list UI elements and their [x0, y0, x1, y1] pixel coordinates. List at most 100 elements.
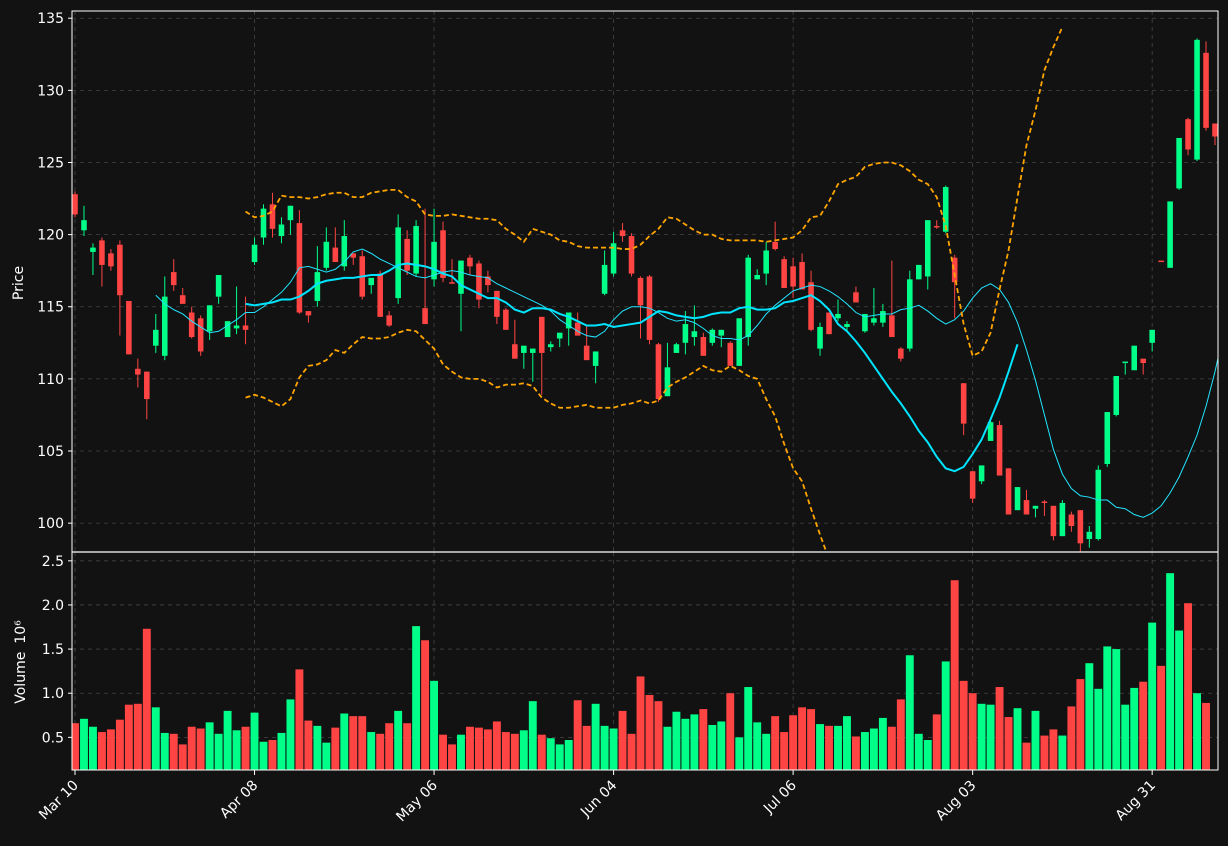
candle-body-up — [215, 275, 222, 297]
volume-bar-up — [1013, 708, 1022, 770]
volume-bar-down — [106, 729, 115, 770]
candle-body-down — [467, 257, 473, 267]
price-tick-label: 120 — [37, 228, 64, 244]
volume-axis-label-text: Volume — [13, 652, 29, 704]
candle-body-down — [960, 383, 967, 424]
volume-bar-down — [115, 719, 124, 770]
candle-body-down — [655, 344, 662, 400]
volume-bar-down — [995, 687, 1004, 770]
candle-body-up — [942, 187, 949, 232]
candle-body-up — [907, 279, 913, 349]
volume-bar-up — [735, 737, 744, 770]
candle-body-down — [826, 312, 832, 335]
volume-bar-up — [555, 744, 564, 770]
candle-body-down — [538, 316, 545, 353]
candle-body-down — [476, 263, 482, 300]
candle-body-down — [996, 425, 1003, 476]
price-tick-label: 115 — [37, 300, 64, 316]
volume-bar-up — [1103, 646, 1112, 770]
series-line-bb_upper — [245, 26, 1064, 358]
candle-body-down — [583, 345, 590, 361]
candle-body-down — [1185, 119, 1191, 150]
candle-body-up — [251, 244, 258, 263]
volume-bar-up — [528, 701, 537, 770]
volume-bar-down — [726, 693, 735, 770]
candle-body-down — [727, 342, 734, 366]
candle-body-up — [565, 312, 572, 329]
volume-tick-label: 2.5 — [42, 554, 64, 570]
volume-bar-down — [142, 628, 151, 770]
candle-body-up — [736, 318, 743, 366]
volume-bar-down — [807, 709, 816, 770]
candle-body-down — [512, 344, 518, 359]
volume-bar-up — [205, 722, 214, 770]
volume-bar-up — [259, 741, 268, 770]
volume-bar-up — [277, 732, 286, 770]
volume-bar-down — [187, 726, 196, 770]
candle-body-up — [817, 326, 823, 349]
candle-body-down — [1077, 510, 1084, 544]
candle-body-up — [1095, 469, 1102, 540]
candle-body-down — [808, 282, 814, 330]
series-line-bb_lower — [245, 328, 828, 552]
volume-panel: 0.5 1.0 1.5 2.0 2.5 Mar 10 Apr 08 May 06 Jun 04 J… — [13, 552, 1218, 825]
volume-bar-up — [1166, 573, 1175, 770]
candle-body-up — [754, 275, 760, 280]
candle-body-up — [987, 422, 994, 441]
volume-bar-down — [1067, 706, 1076, 770]
candle-body-down — [1005, 468, 1012, 515]
candle-body-down — [772, 241, 778, 250]
volume-bar-up — [519, 730, 528, 770]
candle-body-down — [933, 225, 940, 228]
volume-tick-label: 1.5 — [42, 642, 64, 658]
candle-body-down — [135, 368, 141, 375]
price-tick-label: 100 — [37, 516, 64, 532]
volume-bar-down — [304, 720, 313, 770]
candle-body-down — [350, 253, 357, 258]
candle-body-down — [332, 247, 339, 263]
volume-bar-down — [798, 707, 807, 770]
volume-bar-up — [1193, 693, 1201, 770]
volume-bar-up — [394, 710, 403, 770]
volume-bar-down — [771, 716, 780, 770]
candle-body-up — [206, 305, 213, 332]
volume-bar-up — [546, 738, 555, 770]
volume-bar-down — [618, 710, 627, 770]
candle-body-down — [700, 337, 707, 356]
candle-body-down — [449, 282, 455, 284]
candle-body-up — [1032, 505, 1039, 509]
volume-bar-up — [609, 728, 618, 770]
volume-bar-up — [717, 721, 726, 770]
candle-body-up — [521, 345, 527, 353]
candle-body-down — [197, 318, 204, 352]
volume-bar-down — [582, 725, 591, 770]
volume-bar-up — [681, 718, 690, 770]
candle-body-up — [341, 236, 348, 267]
volume-bar-down — [403, 723, 412, 770]
volume-bar-down — [492, 721, 501, 770]
candle-body-down — [144, 371, 150, 400]
volume-bar-down — [133, 703, 142, 770]
candle-body-down — [188, 312, 195, 338]
volume-bar-down — [501, 732, 510, 770]
candle-body-down — [179, 295, 186, 304]
volume-bar-down — [573, 700, 582, 770]
volume-bar-up — [905, 655, 914, 770]
candle-body-down — [503, 309, 509, 330]
candle-body-up — [610, 243, 617, 274]
volume-axis-unit: 10⁶ — [13, 620, 29, 644]
candle-body-up — [260, 208, 267, 238]
candle-body-up — [880, 311, 886, 323]
candle-body-up — [530, 348, 536, 353]
volume-bar-up — [860, 732, 869, 770]
volume-bar-down — [466, 726, 474, 770]
x-tick-label: Aug 03 — [933, 778, 979, 824]
candle-body-down — [790, 266, 796, 287]
volume-bar-down — [537, 734, 546, 770]
volume-bar-up — [223, 710, 232, 770]
x-tick-label: Jul 06 — [760, 777, 800, 817]
candle-body-down — [619, 230, 626, 237]
volume-tick-label: 2.0 — [42, 598, 64, 614]
candle-body-up — [278, 224, 285, 237]
volume-bar-down — [178, 744, 187, 770]
